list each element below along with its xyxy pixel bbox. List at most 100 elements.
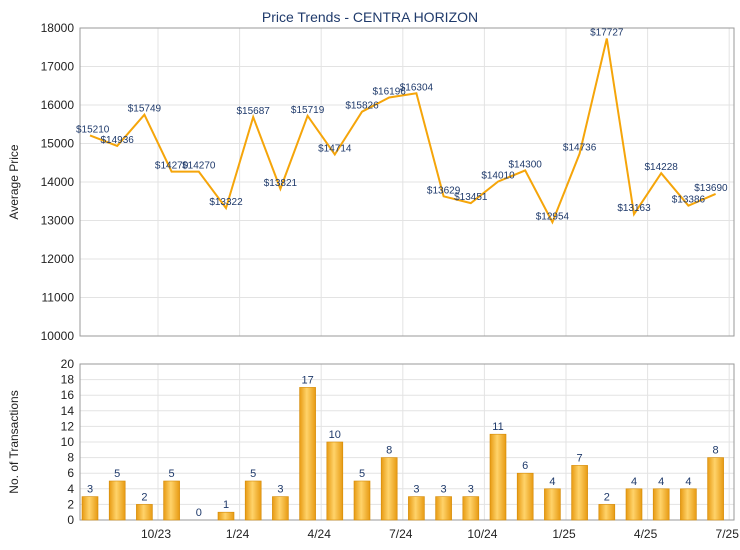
transaction-bar-label: 4 xyxy=(549,476,555,488)
price-y-axis-label: Average Price xyxy=(7,144,21,219)
price-y-tick-label: 11000 xyxy=(42,291,75,305)
price-data-label: $15687 xyxy=(237,106,271,117)
transaction-bar-label: 6 xyxy=(522,460,528,472)
price-data-label: $16304 xyxy=(400,82,434,93)
price-data-label: $14270 xyxy=(155,161,189,172)
price-data-label: $12954 xyxy=(536,211,570,222)
transaction-bar-label: 0 xyxy=(196,507,202,519)
price-data-label: $15749 xyxy=(128,104,162,115)
x-tick-label: 4/24 xyxy=(308,527,332,541)
transactions-plot-frame xyxy=(79,363,735,521)
price-y-tick-label: 12000 xyxy=(41,252,75,266)
transaction-bar-label: 11 xyxy=(492,421,503,433)
transaction-bar-label: 3 xyxy=(441,484,447,496)
transactions-y-tick-label: 20 xyxy=(61,357,75,371)
price-y-tick-label: 14000 xyxy=(41,175,75,189)
transaction-bar-label: 2 xyxy=(141,491,147,503)
price-data-label: $13629 xyxy=(427,185,461,196)
x-tick-label: 1/25 xyxy=(552,527,576,541)
transaction-bar xyxy=(544,488,561,521)
transaction-bar xyxy=(408,496,425,521)
transaction-bar xyxy=(272,496,289,521)
transaction-bar xyxy=(244,480,262,521)
transactions-y-axis-label: No. of Transactions xyxy=(7,390,21,493)
price-data-label: $13821 xyxy=(264,178,298,189)
price-data-label: $14270 xyxy=(182,161,216,172)
transaction-bar-label: 3 xyxy=(413,484,419,496)
transaction-bar xyxy=(598,504,616,521)
transaction-bar-label: 4 xyxy=(658,476,664,488)
transaction-bar xyxy=(680,488,697,521)
transactions-y-tick-label: 2 xyxy=(67,497,74,511)
price-y-tick-label: 17000 xyxy=(41,60,75,74)
price-data-label: $13386 xyxy=(672,195,706,206)
transaction-bar-label: 1 xyxy=(223,499,229,511)
transaction-bar xyxy=(516,472,534,521)
price-data-labels: $15210$14936 $15749 $14270$14270 $13322 $156… xyxy=(76,28,728,223)
price-y-ticks: 10000 11000 12000 13000 14000 15000 16000 17000… xyxy=(41,21,75,343)
transaction-bar-label: 8 xyxy=(713,445,719,457)
chart-title: Price Trends - CENTRA HORIZON xyxy=(262,9,478,25)
transaction-bar xyxy=(380,457,398,521)
x-tick-label: 10/23 xyxy=(141,527,171,541)
transaction-bar xyxy=(707,457,724,521)
price-y-tick-label: 18000 xyxy=(41,21,75,35)
transaction-bar xyxy=(489,433,507,521)
transaction-bar xyxy=(326,441,344,521)
x-tick-label: 7/25 xyxy=(716,527,740,541)
transaction-bar-label: 8 xyxy=(386,445,392,457)
price-data-label: $15719 xyxy=(291,105,325,116)
price-data-label: $14300 xyxy=(509,159,543,170)
transaction-bar-label: 2 xyxy=(604,491,610,503)
price-data-label: $13322 xyxy=(209,197,243,208)
x-tick-label: 7/24 xyxy=(389,527,413,541)
transaction-bar-label: 3 xyxy=(277,484,283,496)
transactions-y-tick-label: 12 xyxy=(61,419,75,433)
transactions-y-tick-label: 4 xyxy=(67,482,74,496)
transaction-bar-label: 3 xyxy=(87,484,93,496)
price-data-label: $17727 xyxy=(590,28,624,39)
transaction-bar xyxy=(163,480,180,521)
transaction-bars xyxy=(81,387,724,521)
price-plot-frame xyxy=(79,27,735,337)
price-y-tick-label: 16000 xyxy=(41,98,75,112)
x-tick-label: 4/25 xyxy=(634,527,658,541)
transactions-y-tick-label: 18 xyxy=(61,373,75,387)
transaction-bar xyxy=(462,496,480,521)
price-data-label: $15826 xyxy=(345,101,379,112)
x-axis-ticks: 10/23 1/24 4/24 7/24 10/24 1/25 4/25 7/25 xyxy=(141,527,739,541)
price-y-tick-label: 10000 xyxy=(41,329,75,343)
transaction-bar-label: 4 xyxy=(685,476,691,488)
transactions-y-tick-label: 6 xyxy=(67,466,74,480)
price-data-label: $14736 xyxy=(563,143,597,154)
transaction-bar-label: 10 xyxy=(329,429,341,441)
price-gridlines xyxy=(80,27,734,337)
price-series-line xyxy=(89,38,716,225)
transaction-bar xyxy=(625,488,643,521)
transaction-bar-label: 3 xyxy=(468,484,474,496)
transaction-bar-label: 5 xyxy=(250,468,256,480)
transactions-y-tick-label: 8 xyxy=(67,451,74,465)
transaction-bar xyxy=(108,480,126,521)
transaction-bar-label: 5 xyxy=(359,468,365,480)
price-data-label: $14714 xyxy=(318,144,352,155)
price-data-label: $16196 xyxy=(373,86,407,97)
price-data-label: $14010 xyxy=(481,171,515,182)
transaction-bar xyxy=(81,496,99,521)
transaction-bar-label: 5 xyxy=(114,468,120,480)
price-data-label: $14228 xyxy=(645,162,679,173)
transaction-bar-label: 7 xyxy=(577,452,583,464)
x-tick-label: 10/24 xyxy=(467,527,497,541)
price-y-tick-label: 15000 xyxy=(41,137,75,151)
price-data-label: $14936 xyxy=(101,135,135,146)
transaction-bar-label: 4 xyxy=(631,476,637,488)
transaction-bar-label: 17 xyxy=(301,374,313,386)
x-tick-label: 1/24 xyxy=(226,527,250,541)
price-data-label: $13451 xyxy=(454,192,488,203)
price-data-label: $13163 xyxy=(617,203,651,214)
transaction-bar xyxy=(652,488,670,521)
transaction-bar xyxy=(571,465,588,521)
transaction-bar-labels: 3 5 2 5 0 1 5 3 17 10 5 8 3 3 3 11 6 4 7 2 4 4 4 8 xyxy=(87,374,719,519)
